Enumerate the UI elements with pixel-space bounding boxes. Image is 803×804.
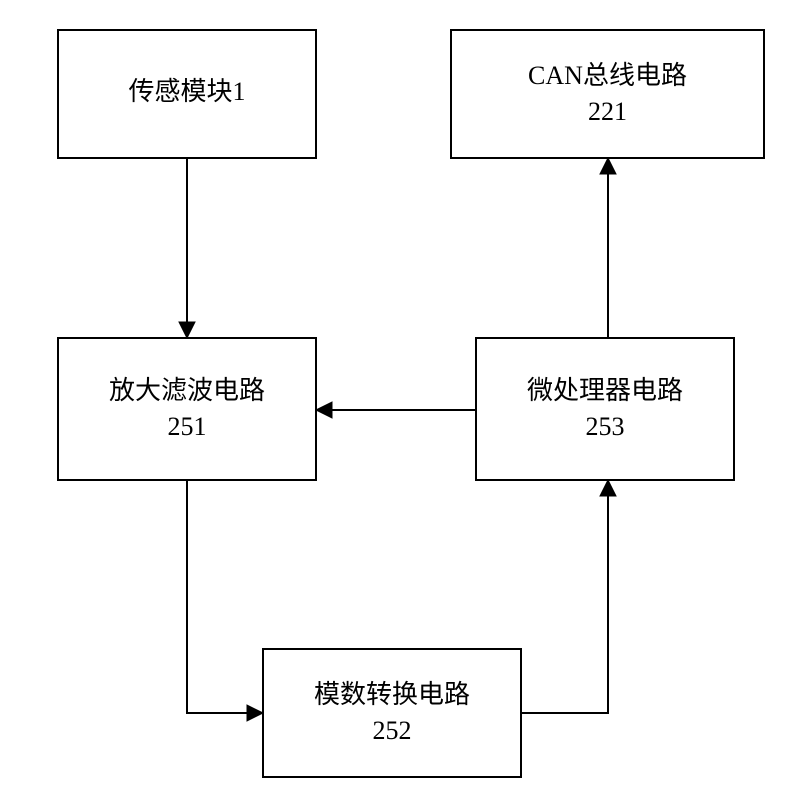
block-diagram: 传感模块1 CAN总线电路 221 放大滤波电路 251 微处理器电路 253 模数转换电路 2… xyxy=(0,0,803,804)
node-sublabel: 221 xyxy=(588,97,627,126)
node-label: 传感模块1 xyxy=(128,77,245,106)
node-label: CAN总线电路 xyxy=(528,61,687,90)
node-sensor: 传感模块1 xyxy=(58,30,316,158)
node-mcu: 微处理器电路 253 xyxy=(476,338,734,480)
node-label: 微处理器电路 xyxy=(527,376,683,405)
node-ampfilter: 放大滤波电路 251 xyxy=(58,338,316,480)
node-label: 模数转换电路 xyxy=(314,680,470,709)
node-sublabel: 251 xyxy=(168,412,207,441)
node-sublabel: 253 xyxy=(586,412,625,441)
node-sublabel: 252 xyxy=(373,716,412,745)
node-canbus: CAN总线电路 221 xyxy=(451,30,764,158)
node-label: 放大滤波电路 xyxy=(109,376,265,405)
node-adc: 模数转换电路 252 xyxy=(263,649,521,777)
